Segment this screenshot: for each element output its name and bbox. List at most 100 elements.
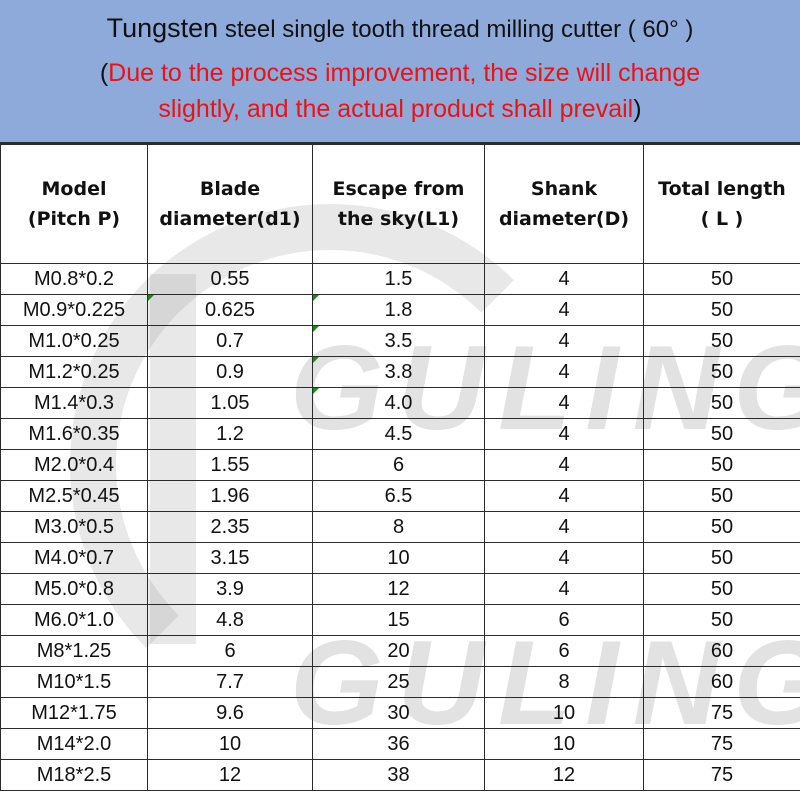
- cell-shank-diameter: 4: [484, 449, 644, 481]
- header-row: Model (Pitch P) Blade diameter(d1) Escape …: [0, 144, 800, 264]
- cell-shank-diameter: 4: [484, 573, 644, 605]
- cell-model: M1.0*0.25: [0, 325, 148, 357]
- cell-blade-diameter: 4.8: [147, 604, 313, 636]
- cell-escape: 12: [312, 573, 485, 605]
- header-text: Shank: [530, 178, 598, 200]
- cell-escape: 1.5: [312, 263, 485, 295]
- cell-model: M18*2.5: [0, 759, 148, 791]
- open-paren: (: [99, 59, 109, 87]
- cell-model: M1.6*0.35: [0, 418, 148, 450]
- cell-escape: 6: [312, 449, 485, 481]
- header-text: ( L ): [700, 208, 744, 230]
- cell-model: M0.8*0.2: [0, 263, 148, 295]
- cell-model: M1.4*0.3: [0, 387, 148, 419]
- cell-total-length: 50: [643, 449, 800, 481]
- cell-total-length: 50: [643, 418, 800, 450]
- cell-escape: 25: [312, 666, 485, 698]
- cell-total-length: 50: [643, 573, 800, 605]
- table-row: M3.0*0.5 2.35 8 4 50: [0, 511, 800, 543]
- cell-blade-diameter: 9.6: [147, 697, 313, 729]
- spec-table: Model (Pitch P) Blade diameter(d1) Escape …: [0, 144, 800, 791]
- cell-total-length: 50: [643, 604, 800, 636]
- cell-escape: 8: [312, 511, 485, 543]
- cell-blade-diameter: 3.15: [147, 542, 313, 574]
- cell-shank-diameter: 6: [484, 635, 644, 667]
- cell-shank-diameter: 4: [484, 418, 644, 450]
- cell-shank-diameter: 6: [484, 604, 644, 636]
- cell-model: M3.0*0.5: [0, 511, 148, 543]
- cell-escape: 1.8: [312, 294, 485, 326]
- cell-total-length: 75: [643, 697, 800, 729]
- cell-blade-diameter: 1.55: [147, 449, 313, 481]
- cell-model: M4.0*0.7: [0, 542, 148, 574]
- cell-shank-diameter: 12: [484, 759, 644, 791]
- cell-blade-diameter: 10: [147, 728, 313, 760]
- cell-escape: 36: [312, 728, 485, 760]
- table-row: M6.0*1.0 4.8 15 6 50: [0, 604, 800, 636]
- header-text: Model: [41, 178, 107, 200]
- cell-blade-diameter: 1.05: [147, 387, 313, 419]
- disclaimer-text-1: Due to the process improvement, the size…: [108, 59, 701, 87]
- cell-blade-diameter: 7.7: [147, 666, 313, 698]
- cell-shank-diameter: 4: [484, 356, 644, 388]
- disclaimer-line-2: slightly, and the actual product shall p…: [0, 95, 800, 124]
- cell-escape: 3.8: [312, 356, 485, 388]
- cell-blade-diameter: 12: [147, 759, 313, 791]
- cell-blade-diameter: 0.625: [147, 294, 313, 326]
- cell-escape: 4.5: [312, 418, 485, 450]
- cell-blade-diameter: 0.9: [147, 356, 313, 388]
- cell-model: M10*1.5: [0, 666, 148, 698]
- header-text: diameter(d1): [159, 208, 301, 230]
- table-row: M1.6*0.35 1.2 4.5 4 50: [0, 418, 800, 450]
- cell-total-length: 50: [643, 356, 800, 388]
- title-banner: Tungsten steel single tooth thread milli…: [0, 0, 800, 144]
- cell-total-length: 50: [643, 325, 800, 357]
- cell-shank-diameter: 4: [484, 325, 644, 357]
- disclaimer-text-2: slightly, and the actual product shall p…: [158, 95, 634, 123]
- table-row: M14*2.0 10 36 10 75: [0, 728, 800, 760]
- cell-total-length: 75: [643, 728, 800, 760]
- cell-total-length: 50: [643, 480, 800, 512]
- table-row: M10*1.5 7.7 25 8 60: [0, 666, 800, 698]
- header-text: diameter(D): [498, 208, 630, 230]
- cell-model: M6.0*1.0: [0, 604, 148, 636]
- cell-model: M2.5*0.45: [0, 480, 148, 512]
- cell-blade-diameter: 2.35: [147, 511, 313, 543]
- table-row: M8*1.25 6 20 6 60: [0, 635, 800, 667]
- table-row: M1.4*0.3 1.05 4.0 4 50: [0, 387, 800, 419]
- header-shank-diameter: Shank diameter(D): [484, 144, 644, 264]
- cell-shank-diameter: 4: [484, 542, 644, 574]
- table-row: M0.9*0.225 0.625 1.8 4 50: [0, 294, 800, 326]
- table-row: M18*2.5 12 38 12 75: [0, 759, 800, 791]
- title-rest: steel single tooth thread milling cutter…: [218, 16, 694, 43]
- cell-total-length: 50: [643, 542, 800, 574]
- cell-shank-diameter: 4: [484, 294, 644, 326]
- cell-shank-diameter: 4: [484, 511, 644, 543]
- cell-blade-diameter: 0.55: [147, 263, 313, 295]
- table-row: M1.0*0.25 0.7 3.5 4 50: [0, 325, 800, 357]
- table-row: M2.0*0.4 1.55 6 4 50: [0, 449, 800, 481]
- header-text: the sky(L1): [337, 208, 460, 230]
- cell-blade-diameter: 1.96: [147, 480, 313, 512]
- cell-total-length: 75: [643, 759, 800, 791]
- cell-total-length: 60: [643, 666, 800, 698]
- cell-escape: 30: [312, 697, 485, 729]
- table-row: M4.0*0.7 3.15 10 4 50: [0, 542, 800, 574]
- cell-shank-diameter: 10: [484, 697, 644, 729]
- cell-model: M8*1.25: [0, 635, 148, 667]
- table-row: M1.2*0.25 0.9 3.8 4 50: [0, 356, 800, 388]
- cell-shank-diameter: 4: [484, 263, 644, 295]
- cell-shank-diameter: 4: [484, 480, 644, 512]
- cell-blade-diameter: 0.7: [147, 325, 313, 357]
- header-escape: Escape from the sky(L1): [312, 144, 485, 264]
- cell-model: M0.9*0.225: [0, 294, 148, 326]
- cell-total-length: 60: [643, 635, 800, 667]
- disclaimer-line-1: (Due to the process improvement, the siz…: [0, 59, 800, 88]
- cell-escape: 15: [312, 604, 485, 636]
- cell-escape: 38: [312, 759, 485, 791]
- header-text: Blade: [199, 178, 261, 200]
- table-row: M0.8*0.2 0.55 1.5 4 50: [0, 263, 800, 295]
- header-text: (Pitch P): [27, 208, 121, 230]
- header-text: Total length: [658, 178, 786, 200]
- table-row: M12*1.75 9.6 30 10 75: [0, 697, 800, 729]
